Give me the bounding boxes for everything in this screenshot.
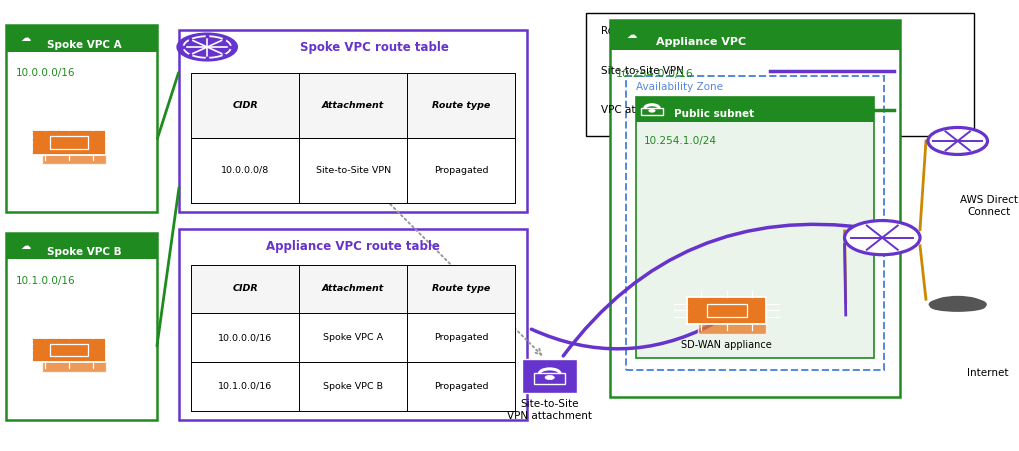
FancyBboxPatch shape: [192, 362, 515, 411]
Circle shape: [544, 375, 553, 380]
FancyBboxPatch shape: [32, 338, 106, 363]
Text: Spoke VPC route table: Spoke VPC route table: [300, 41, 448, 55]
Text: Appliance VPC route table: Appliance VPC route table: [266, 240, 439, 253]
FancyBboxPatch shape: [6, 233, 156, 420]
Text: Internet: Internet: [966, 368, 1007, 377]
FancyBboxPatch shape: [6, 25, 156, 51]
FancyBboxPatch shape: [192, 313, 515, 362]
Text: 10.0.0.0/16: 10.0.0.0/16: [218, 333, 272, 342]
FancyBboxPatch shape: [626, 76, 883, 370]
FancyBboxPatch shape: [42, 142, 106, 164]
FancyBboxPatch shape: [687, 297, 765, 323]
Text: VPC attachment: VPC attachment: [601, 106, 685, 115]
FancyBboxPatch shape: [1008, 291, 1017, 295]
FancyBboxPatch shape: [997, 290, 1019, 324]
FancyBboxPatch shape: [192, 265, 515, 313]
Text: CIDR: CIDR: [232, 285, 258, 294]
Text: Availability Zone: Availability Zone: [636, 83, 722, 92]
Text: Spoke VPC B: Spoke VPC B: [323, 382, 383, 391]
Text: Site-to-Site VPN: Site-to-Site VPN: [601, 66, 684, 76]
Text: Site-to-Site VPN: Site-to-Site VPN: [315, 166, 390, 175]
Circle shape: [177, 33, 236, 60]
Ellipse shape: [956, 299, 985, 310]
FancyBboxPatch shape: [1008, 314, 1017, 318]
Text: Propagated: Propagated: [433, 333, 488, 342]
Text: Spoke VPC A: Spoke VPC A: [323, 333, 383, 342]
FancyBboxPatch shape: [522, 359, 577, 393]
FancyBboxPatch shape: [997, 124, 1019, 158]
Circle shape: [648, 109, 654, 112]
FancyBboxPatch shape: [609, 19, 899, 397]
Text: 10.1.0.0/16: 10.1.0.0/16: [15, 276, 75, 286]
Ellipse shape: [929, 302, 984, 312]
FancyBboxPatch shape: [641, 108, 662, 115]
Text: ☁: ☁: [20, 33, 31, 43]
Text: Route type: Route type: [431, 101, 490, 110]
FancyBboxPatch shape: [1008, 125, 1017, 129]
Text: Public subnet: Public subnet: [674, 109, 753, 119]
FancyBboxPatch shape: [636, 97, 873, 122]
Text: 10.0.0.0/16: 10.0.0.0/16: [15, 68, 75, 78]
Text: 10.254.1.0/24: 10.254.1.0/24: [643, 135, 716, 146]
Text: ☁: ☁: [627, 30, 637, 40]
Text: Attachment: Attachment: [322, 101, 384, 110]
FancyBboxPatch shape: [1008, 306, 1017, 310]
Circle shape: [844, 221, 919, 255]
Ellipse shape: [931, 296, 982, 311]
FancyBboxPatch shape: [192, 138, 515, 203]
Text: 10.254.0.0/16: 10.254.0.0/16: [615, 69, 693, 78]
FancyBboxPatch shape: [32, 130, 106, 155]
FancyBboxPatch shape: [192, 73, 515, 138]
Text: Route type: Route type: [431, 285, 490, 294]
FancyBboxPatch shape: [179, 229, 527, 420]
FancyBboxPatch shape: [6, 25, 156, 212]
Ellipse shape: [927, 299, 958, 310]
Text: 10.0.0.0/8: 10.0.0.0/8: [221, 166, 269, 175]
FancyBboxPatch shape: [179, 30, 527, 212]
Text: Propagated: Propagated: [433, 166, 488, 175]
Text: Spoke VPC B: Spoke VPC B: [47, 248, 122, 258]
FancyBboxPatch shape: [42, 350, 106, 372]
Text: AWS Direct
Connect: AWS Direct Connect: [960, 195, 1018, 217]
FancyBboxPatch shape: [697, 310, 765, 334]
FancyBboxPatch shape: [1008, 299, 1017, 303]
Circle shape: [927, 128, 986, 154]
FancyBboxPatch shape: [586, 13, 973, 136]
Text: Attachment: Attachment: [322, 285, 384, 294]
Text: Appliance VPC: Appliance VPC: [655, 37, 745, 46]
Text: 10.1.0.0/16: 10.1.0.0/16: [218, 382, 272, 391]
Text: SD-WAN appliance: SD-WAN appliance: [681, 340, 771, 350]
Text: Spoke VPC A: Spoke VPC A: [47, 40, 122, 50]
FancyBboxPatch shape: [1008, 147, 1017, 152]
FancyBboxPatch shape: [609, 19, 899, 50]
FancyBboxPatch shape: [6, 233, 156, 259]
FancyBboxPatch shape: [1008, 133, 1017, 137]
Text: Propagated: Propagated: [433, 382, 488, 391]
FancyBboxPatch shape: [1008, 140, 1017, 144]
Text: Route propagation: Route propagation: [601, 26, 697, 36]
Text: Site-to-Site
VPN attachment: Site-to-Site VPN attachment: [506, 399, 592, 421]
Text: CIDR: CIDR: [232, 101, 258, 110]
FancyBboxPatch shape: [534, 373, 565, 384]
FancyBboxPatch shape: [636, 97, 873, 358]
Text: ☁: ☁: [20, 241, 31, 251]
